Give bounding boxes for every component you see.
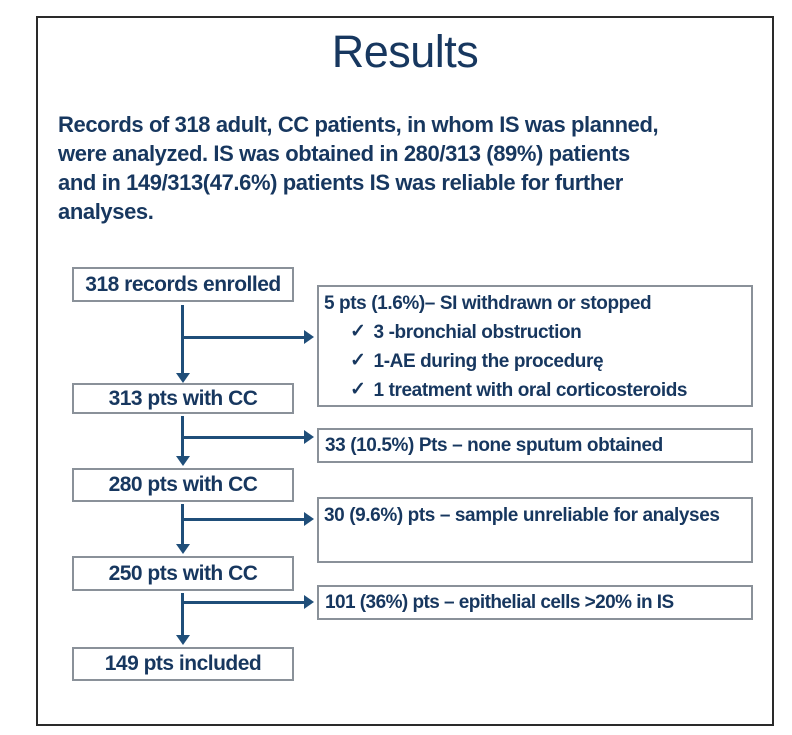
- paragraph-line: were analyzed. IS was obtained in 280/31…: [58, 141, 630, 166]
- exclusion-reason-item: ✓ 1-AE during the procedurę: [350, 347, 745, 376]
- flow-box-records-enrolled: 318 records enrolled: [72, 267, 294, 302]
- flow-arrow-down-3: [181, 504, 184, 546]
- branch-arrowhead-right-2: [304, 430, 314, 444]
- paragraph-line: Records of 318 adult, CC patients, in wh…: [58, 112, 659, 137]
- flow-arrowhead-down-3: [176, 544, 190, 554]
- check-icon: ✓: [350, 350, 366, 371]
- exclusion-reason-text: 3 -bronchial obstruction: [373, 322, 582, 343]
- check-icon: ✓: [350, 321, 366, 342]
- exclusion-box-epithelial-cells: 101 (36%) pts – epithelial cells >20% in…: [317, 585, 753, 620]
- check-icon: ✓: [350, 379, 366, 400]
- branch-arrow-right-3: [182, 518, 304, 521]
- branch-arrowhead-right-4: [304, 595, 314, 609]
- flow-arrow-down-4: [181, 593, 184, 637]
- exclusion-box-si-withdrawn: 5 pts (1.6%)– SI withdrawn or stopped ✓ 3…: [317, 285, 753, 407]
- branch-arrow-right-2: [182, 436, 304, 439]
- flow-arrowhead-down-1: [176, 373, 190, 383]
- flow-box-149-included: 149 pts included: [72, 647, 294, 681]
- exclusion-reason-text: 1 treatment with oral corticosteroids: [373, 380, 688, 401]
- exclusion-reason-text: 1-AE during the procedurę: [373, 351, 604, 372]
- slide-title: Results: [331, 26, 479, 77]
- exclusion-box-no-sputum: 33 (10.5%) Pts – none sputum obtained: [317, 428, 753, 463]
- flow-box-250-pts: 250 pts with CC: [72, 556, 294, 591]
- flow-box-313-pts: 313 pts with CC: [72, 383, 294, 414]
- branch-arrow-right-4: [182, 601, 304, 604]
- exclusion-box-sample-unreliable: 30 (9.6%) pts – sample unreliable for an…: [317, 497, 753, 563]
- branch-arrowhead-right-1: [304, 330, 314, 344]
- exclusion-reason-item: ✓ 3 -bronchial obstruction: [350, 318, 745, 347]
- flow-box-280-pts: 280 pts with CC: [72, 468, 294, 502]
- branch-arrowhead-right-3: [304, 512, 314, 526]
- flow-arrowhead-down-2: [176, 456, 190, 466]
- results-summary-paragraph: Records of 318 adult, CC patients, in wh…: [58, 110, 748, 226]
- paragraph-line: and in 149/313(47.6%) patients IS was re…: [58, 170, 623, 195]
- exclusion-reason-item: ✓ 1 treatment with oral corticosteroids: [350, 376, 745, 405]
- paragraph-line: analyses.: [58, 199, 154, 224]
- flow-arrow-down-1: [181, 305, 184, 375]
- branch-arrow-right-1: [182, 336, 304, 339]
- flow-arrowhead-down-4: [176, 635, 190, 645]
- exclusion-title: 5 pts (1.6%)– SI withdrawn or stopped: [324, 293, 652, 314]
